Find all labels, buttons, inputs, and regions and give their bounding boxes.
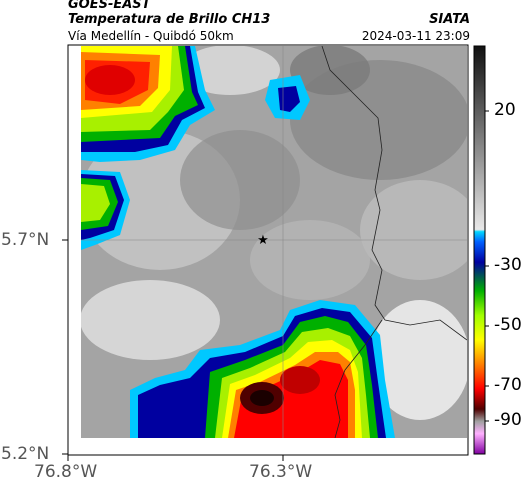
colorbar-label-minus70: -70: [494, 375, 522, 395]
lat-label-5-2: 5.2°N: [1, 444, 50, 464]
agency-label: SIATA: [429, 12, 470, 27]
colorbar-label-minus50: -50: [494, 315, 522, 335]
colorbar-label-minus90: -90: [494, 410, 522, 430]
product-title: Temperatura de Brillo CH13: [68, 12, 271, 27]
lat-label-5-7: 5.7°N: [1, 230, 50, 250]
colorbar-label-20: 20: [494, 100, 516, 120]
brightness-temperature-field: [81, 46, 467, 438]
colorbar-label-minus30: -30: [494, 255, 522, 275]
lon-label-76-8: 76.8°W: [34, 462, 98, 482]
colorbar: [473, 45, 486, 455]
route-subtitle: Vía Medellín - Quibdó 50km: [68, 29, 234, 43]
satellite-title: GOES-EAST: [68, 0, 151, 12]
timestamp: 2024-03-11 23:09: [361, 29, 470, 43]
lon-label-76-3: 76.3°W: [249, 462, 313, 482]
star-marker-icon: ★: [257, 233, 269, 248]
